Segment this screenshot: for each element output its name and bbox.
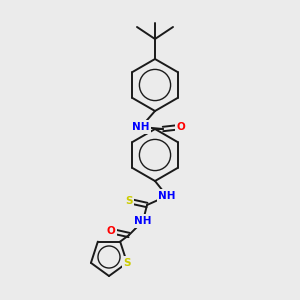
Text: O: O xyxy=(106,226,116,236)
Text: NH: NH xyxy=(132,122,150,132)
Text: NH: NH xyxy=(134,216,152,226)
Text: S: S xyxy=(125,196,133,206)
Text: S: S xyxy=(123,258,131,268)
Text: NH: NH xyxy=(158,191,176,201)
Text: O: O xyxy=(177,122,185,132)
